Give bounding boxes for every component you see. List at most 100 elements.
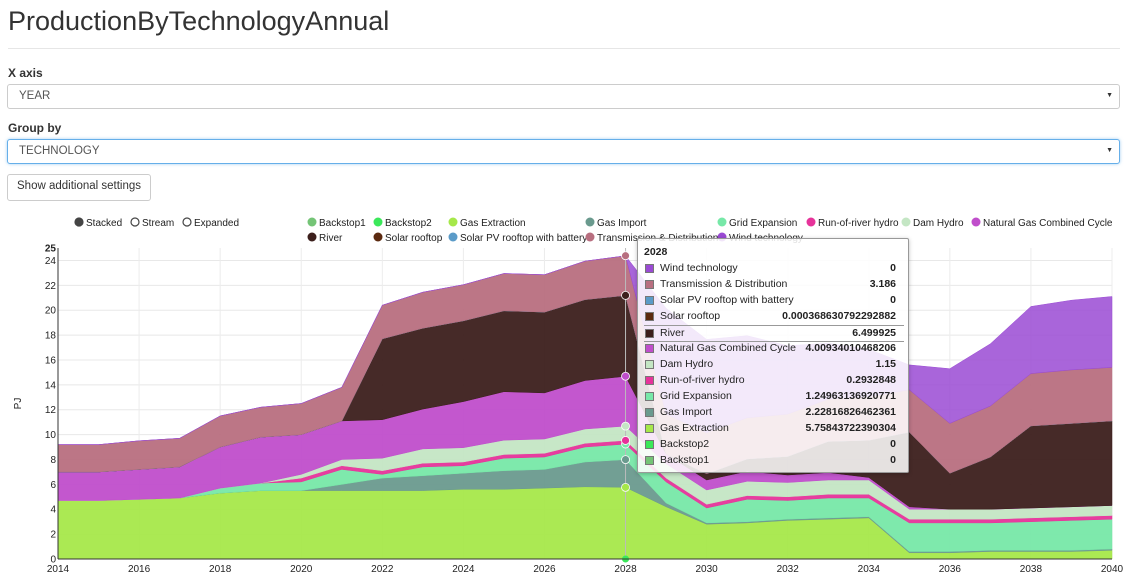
mode-option-expanded[interactable]: Expanded: [182, 217, 239, 229]
tooltip-series-value: 0: [890, 454, 896, 466]
x-tick-label: 2022: [371, 564, 394, 575]
groupby-label: Group by: [8, 121, 62, 135]
x-tick-label: 2018: [209, 564, 232, 575]
tooltip-series-value: 0: [890, 262, 896, 274]
tooltip-row: Gas Import 2.22816826462361: [644, 405, 904, 420]
mode-radio-icon[interactable]: [130, 217, 140, 227]
legend-label: Natural Gas Combined Cycle: [983, 218, 1113, 229]
legend-swatch[interactable]: [585, 217, 595, 227]
hover-point: [621, 290, 630, 300]
mode-option-stacked[interactable]: Stacked: [74, 217, 122, 229]
tooltip-series-name: Wind technology: [660, 262, 738, 274]
tooltip-series-name: Solar PV rooftop with battery: [660, 294, 794, 306]
tooltip-series-name: Run-of-river hydro: [660, 374, 745, 386]
legend-swatch[interactable]: [717, 217, 727, 227]
tooltip-row: Backstop1 0: [644, 453, 904, 468]
groupby-select-value: TECHNOLOGY: [19, 145, 100, 157]
tooltip-row: Grid Expansion 1.24963136920771: [644, 389, 904, 404]
xaxis-label: X axis: [8, 66, 43, 80]
x-tick-label: 2024: [452, 564, 475, 575]
x-tick-label: 2034: [858, 564, 881, 575]
y-tick-label: 0: [50, 555, 56, 566]
tooltip-row: Solar PV rooftop with battery 0: [644, 293, 904, 308]
y-tick-label: 6: [50, 480, 56, 491]
legend-swatch[interactable]: [448, 232, 458, 242]
y-tick-label: 2: [50, 530, 56, 541]
tooltip-series-name: River: [660, 327, 685, 339]
tooltip-row: Gas Extraction 5.75843722390304: [644, 421, 904, 436]
legend-swatch[interactable]: [971, 217, 981, 227]
legend-swatch[interactable]: [448, 217, 458, 227]
legend-item[interactable]: Dam Hydro: [901, 217, 965, 230]
chart-tooltip: 2028 Wind technology 0 Transmission & Dist…: [637, 238, 909, 473]
x-tick-label: 2020: [290, 564, 313, 575]
mode-radio-icon[interactable]: [182, 217, 192, 227]
legend-swatch[interactable]: [585, 232, 595, 242]
y-tick-label: 25: [45, 244, 57, 255]
xaxis-select[interactable]: YEAR ▼: [7, 84, 1120, 109]
x-tick-label: 2040: [1101, 564, 1124, 575]
legend-swatch[interactable]: [307, 217, 317, 227]
legend-item[interactable]: Solar PV rooftop with battery: [448, 232, 588, 245]
tooltip-series-name: Transmission & Distribution: [660, 278, 788, 290]
mode-radio-icon[interactable]: [74, 217, 84, 227]
hover-point: [621, 482, 630, 492]
groupby-select[interactable]: TECHNOLOGY ▼: [7, 139, 1120, 164]
tooltip-swatch: [645, 456, 654, 465]
tooltip-swatch: [645, 360, 654, 369]
tooltip-series-value: 1.15: [875, 358, 896, 370]
legend-item[interactable]: Gas Import: [585, 217, 647, 230]
legend-swatch[interactable]: [373, 232, 383, 242]
legend-item[interactable]: Gas Extraction: [448, 217, 526, 230]
tooltip-series-value: 6.499925: [852, 327, 896, 339]
legend-label: River: [319, 233, 343, 244]
hover-point: [621, 371, 630, 381]
mode-label: Stacked: [86, 218, 122, 229]
mode-option-stream[interactable]: Stream: [130, 217, 174, 229]
tooltip-swatch: [645, 296, 654, 305]
legend-item[interactable]: Natural Gas Combined Cycle: [971, 217, 1113, 230]
tooltip-series-name: Backstop2: [660, 438, 710, 450]
legend-item[interactable]: Grid Expansion: [717, 217, 798, 230]
legend-label: Gas Import: [597, 218, 647, 229]
y-axis-label: PJ: [13, 398, 24, 410]
legend-item[interactable]: River: [307, 232, 344, 245]
x-tick-label: 2038: [1020, 564, 1043, 575]
tooltip-row: Wind technology 0: [644, 261, 904, 276]
y-tick-label: 8: [50, 455, 56, 466]
y-tick-label: 20: [45, 306, 57, 317]
x-tick-label: 2026: [533, 564, 556, 575]
x-tick-label: 2028: [614, 564, 637, 575]
legend-swatch[interactable]: [307, 232, 317, 242]
show-settings-button[interactable]: Show additional settings: [7, 174, 152, 201]
y-tick-label: 22: [45, 281, 57, 292]
hover-point: [621, 421, 630, 431]
legend-item[interactable]: Solar rooftop: [373, 232, 443, 245]
tooltip-row: Transmission & Distribution 3.186: [644, 277, 904, 292]
legend-swatch[interactable]: [901, 217, 911, 227]
tooltip-swatch: [645, 344, 654, 353]
y-tick-label: 4: [50, 505, 56, 516]
tooltip-series-value: 3.186: [869, 278, 896, 290]
legend-item[interactable]: Backstop1: [307, 217, 367, 230]
tooltip-series-name: Grid Expansion: [660, 390, 732, 402]
tooltip-swatch: [645, 312, 654, 321]
hover-point: [621, 436, 630, 445]
production-area-chart: Stacked Stream Expanded Backstop1 Backstop2 G…: [13, 217, 1124, 575]
legend-item[interactable]: Run-of-river hydro: [806, 217, 900, 230]
legend-swatch[interactable]: [373, 217, 383, 227]
y-tick-label: 16: [45, 355, 57, 366]
tooltip-swatch: [645, 424, 654, 433]
tooltip-row: Backstop2 0: [644, 437, 904, 452]
tooltip-row: Solar rooftop 0.000368630792292882: [644, 309, 904, 324]
hover-point: [621, 251, 630, 261]
legend-item[interactable]: Backstop2: [373, 217, 433, 230]
legend-swatch[interactable]: [806, 217, 816, 227]
tooltip-header: 2028: [644, 246, 668, 258]
page-title: ProductionByTechnologyAnnual: [8, 6, 390, 36]
y-tick-label: 12: [45, 405, 57, 416]
tooltip-series-name: Natural Gas Combined Cycle: [660, 342, 796, 354]
chevron-down-icon: ▼: [1106, 147, 1113, 154]
tooltip-series-value: 2.22816826462361: [805, 406, 896, 418]
tooltip-swatch: [645, 408, 654, 417]
